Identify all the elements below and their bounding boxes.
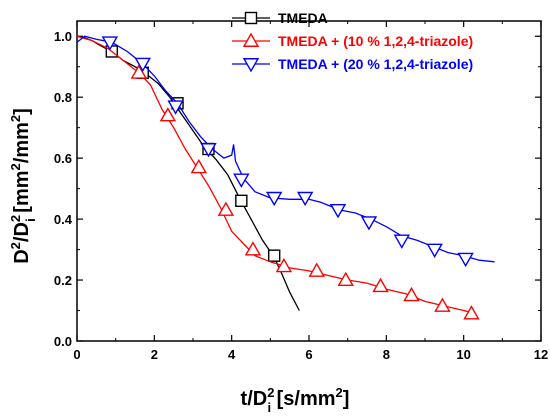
- y-tick-label: 0.4: [54, 212, 73, 227]
- y-tick-label: 0.0: [54, 334, 72, 349]
- y-tick-label: 1.0: [54, 29, 72, 44]
- x-tick-label: 2: [151, 347, 158, 362]
- data-point: [268, 249, 281, 262]
- x-tick-label: 12: [534, 347, 548, 362]
- data-point: [233, 173, 250, 188]
- data-point: [360, 216, 378, 231]
- x-tick-label: 6: [305, 347, 312, 362]
- data-point: [329, 204, 347, 219]
- data-point: [426, 243, 443, 258]
- y-tick-label: 0.2: [54, 273, 72, 288]
- legend: TMEDA TMEDA + (10 % 1,2,4-triazole) TMEDA …: [232, 10, 473, 73]
- data-point: [159, 107, 177, 122]
- data-point: [372, 277, 389, 293]
- data-point: [403, 286, 420, 302]
- data-point: [308, 262, 325, 277]
- series-line: [76, 35, 300, 311]
- axis-ticks: 0 2 4 6 8 10 12 0.0 0.2 0.4 0.6 0.8 1.0: [54, 21, 548, 362]
- legend-label: TMEDA: [278, 10, 328, 26]
- y-tick-label: 0.6: [54, 151, 72, 166]
- series-layer: [76, 35, 495, 320]
- data-point: [296, 191, 314, 207]
- data-point: [200, 143, 217, 158]
- data-point: [134, 57, 151, 73]
- data-point: [275, 257, 293, 273]
- data-point: [130, 64, 148, 79]
- data-point: [167, 100, 184, 115]
- y-tick-label: 0.8: [54, 90, 72, 105]
- legend-marker: [242, 32, 260, 47]
- data-point: [244, 241, 262, 256]
- x-tick-label: 8: [383, 347, 390, 362]
- data-point: [463, 305, 480, 320]
- series-1: [76, 35, 300, 311]
- data-point: [235, 194, 248, 208]
- data-point: [337, 271, 354, 286]
- legend-label: TMEDA + (10 % 1,2,4-triazole): [278, 33, 473, 49]
- x-axis-title: t/D2 i [s/mm2]: [241, 385, 350, 415]
- x-tick-label: 0: [73, 347, 80, 362]
- series-3: [76, 35, 495, 268]
- y-axis-title: D2/D2i [mm2/mm2]: [8, 108, 38, 264]
- legend-marker: [242, 58, 260, 73]
- series-2: [76, 35, 480, 320]
- data-point: [217, 201, 235, 216]
- data-point: [101, 36, 119, 51]
- data-point: [265, 191, 283, 207]
- data-point: [434, 297, 451, 312]
- series-line: [76, 35, 495, 263]
- data-point: [457, 252, 474, 268]
- data-point: [393, 234, 411, 249]
- data-point: [190, 158, 208, 174]
- legend-label: TMEDA + (20 % 1,2,4-triazole): [278, 56, 473, 72]
- x-tick-label: 4: [228, 347, 236, 362]
- legend-marker: [244, 11, 258, 25]
- x-tick-label: 10: [456, 347, 470, 362]
